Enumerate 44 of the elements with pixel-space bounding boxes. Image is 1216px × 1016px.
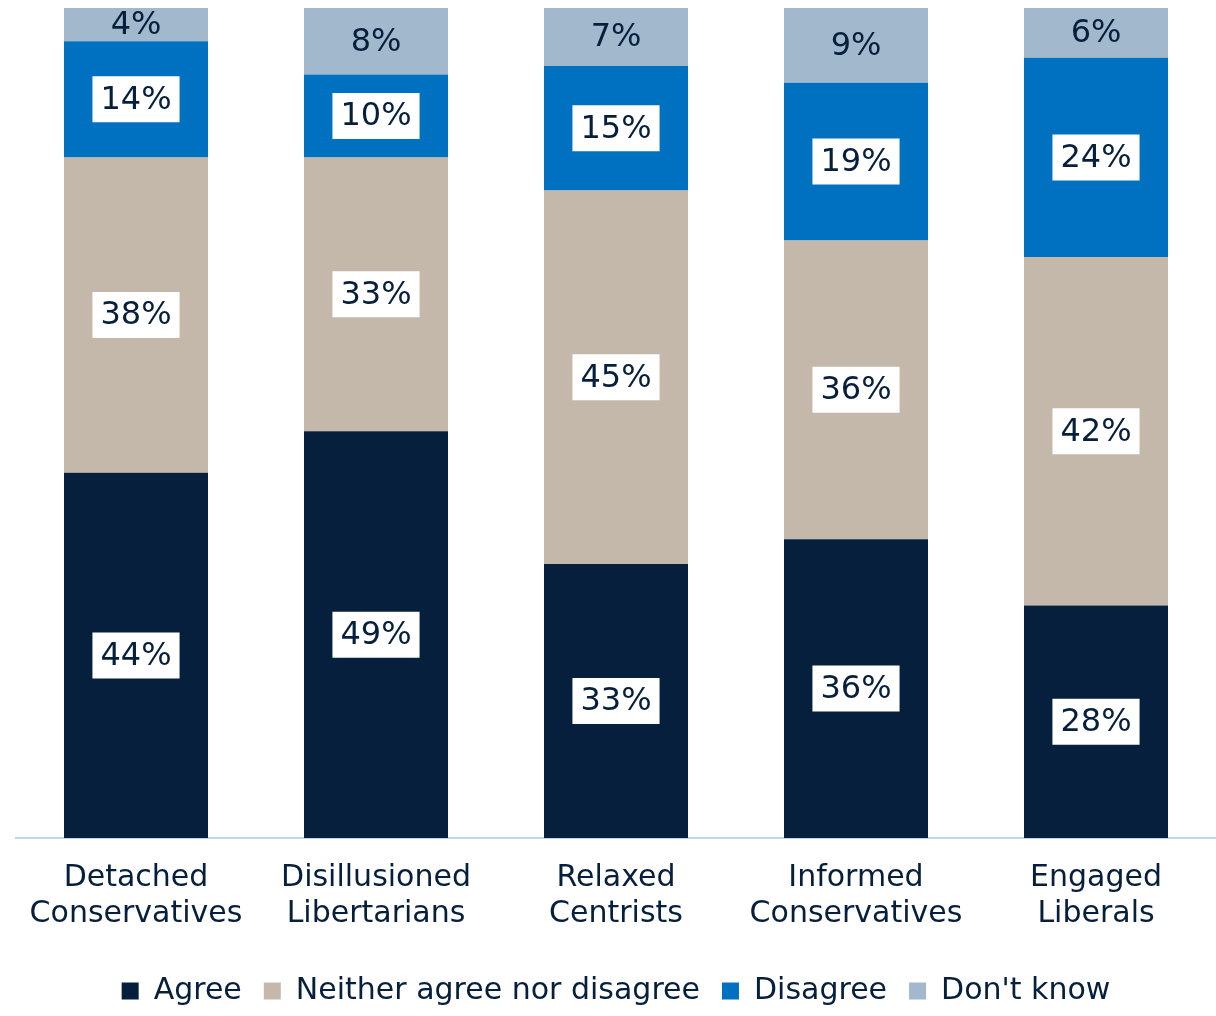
bar	[1024, 257, 1168, 606]
bar	[304, 431, 448, 838]
data-label: 33%	[580, 680, 652, 719]
data-label: 36%	[820, 369, 892, 408]
data-label: 49%	[340, 613, 412, 652]
data-label: 36%	[820, 667, 892, 706]
data-label: 33%	[340, 273, 412, 312]
legend-label: Agree	[153, 970, 242, 1006]
x-tick-label: Disillusioned Libertarians	[281, 857, 471, 929]
legend-label: Don't know	[941, 970, 1111, 1006]
bar	[784, 8, 928, 83]
bar	[544, 564, 688, 838]
bar	[64, 472, 208, 838]
legend-label: Disagree	[753, 970, 888, 1006]
data-label: 9%	[830, 24, 882, 63]
data-label: 19%	[820, 140, 892, 179]
x-tick-label: Engaged Liberals	[1030, 857, 1162, 929]
data-label: 42%	[1060, 410, 1132, 449]
bar	[304, 8, 448, 75]
data-label: 28%	[1060, 701, 1132, 740]
bar	[784, 539, 928, 838]
data-label: 7%	[590, 16, 642, 55]
data-label: 14%	[100, 78, 172, 117]
data-label: 24%	[1060, 136, 1132, 175]
bar	[304, 157, 448, 432]
bar	[1024, 8, 1168, 58]
data-label: 45%	[580, 356, 652, 395]
data-label: 44%	[100, 634, 172, 673]
bar	[784, 240, 928, 540]
x-tick-label: Informed Conservatives	[749, 857, 963, 929]
bar	[544, 8, 688, 67]
x-tick-label: Detached Conservatives	[29, 857, 243, 929]
data-label: 6%	[1070, 12, 1122, 51]
legend-label: Neither agree nor disagree	[295, 970, 700, 1006]
bar	[64, 157, 208, 473]
data-label: 10%	[340, 95, 412, 134]
x-tick-label: Relaxed Centrists	[549, 857, 683, 929]
bar	[1024, 57, 1168, 257]
bar	[1024, 605, 1168, 838]
data-label: 15%	[580, 107, 652, 146]
data-label: 4%	[110, 3, 162, 42]
data-label: 8%	[350, 20, 402, 59]
data-label: 38%	[100, 294, 172, 333]
bar	[544, 190, 688, 565]
